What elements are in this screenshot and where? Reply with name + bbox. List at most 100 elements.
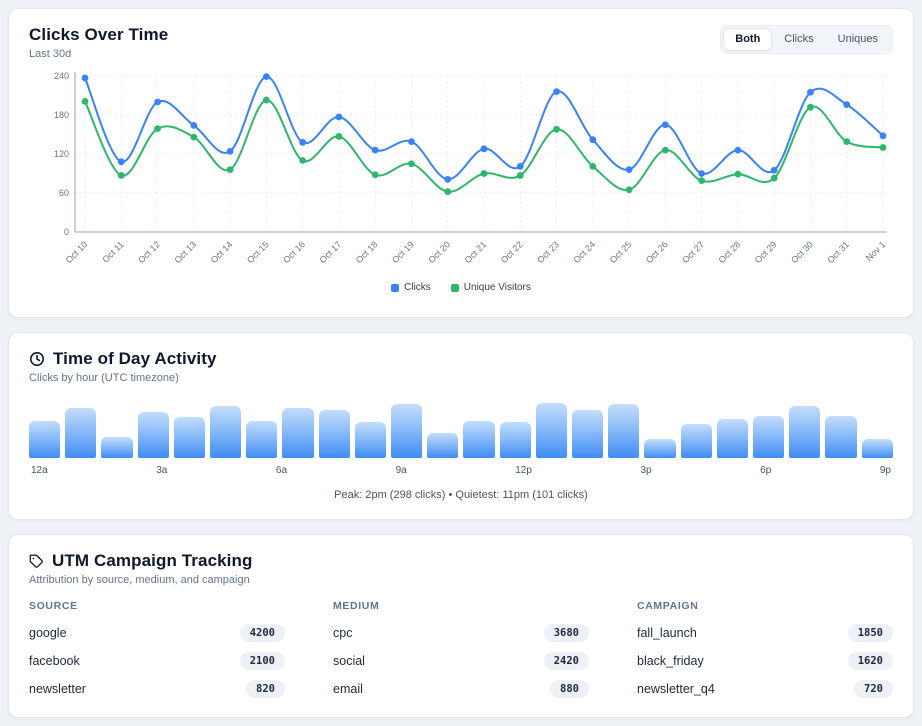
x-axis-tick: Oct 21 (463, 239, 489, 265)
utm-value-badge: 820 (246, 680, 285, 698)
x-axis-tick: Oct 24 (571, 239, 597, 265)
data-point (154, 125, 161, 133)
hour-bar-8p (753, 416, 785, 458)
data-point (843, 138, 851, 146)
data-point (734, 170, 742, 178)
x-axis-tick: Oct 30 (789, 239, 815, 265)
utm-column-source: SOURCE google 4200 facebook 2100 newsletter 82… (29, 600, 285, 703)
x-axis-tick: Oct 27 (680, 239, 706, 265)
data-point (190, 122, 198, 129)
legend-label: Unique Visitors (463, 282, 531, 293)
data-point (661, 146, 669, 154)
x-axis-tick: Oct 26 (644, 239, 670, 265)
page-title: Clicks Over Time (29, 25, 169, 44)
hour-tick-label: 9p (879, 465, 891, 476)
hour-bar-6a (246, 421, 278, 458)
data-point (661, 121, 669, 129)
date-range-label: Last 30d (29, 48, 72, 60)
utm-row-social: social 2420 (333, 647, 589, 675)
data-point (299, 138, 307, 146)
toggle-both-button[interactable]: Both (724, 29, 772, 51)
data-point (262, 96, 270, 104)
hour-tick-label: 3p (640, 465, 652, 476)
toggle-uniques-button[interactable]: Uniques (827, 29, 889, 50)
data-point (770, 174, 778, 182)
x-axis-tick: Oct 20 (426, 239, 452, 265)
hourly-bar-chart (29, 396, 893, 458)
series-toggle-group: Both Clicks Uniques (720, 25, 893, 55)
data-point (226, 148, 234, 155)
data-point (299, 157, 307, 164)
hour-bar-11p (861, 439, 893, 458)
utm-row-label: newsletter_q4 (637, 682, 715, 696)
hour-bar-4a (173, 417, 206, 458)
y-axis-tick: 60 (59, 188, 69, 198)
y-axis-tick: 0 (64, 227, 69, 237)
hour-bar-1a (65, 408, 97, 458)
data-point (879, 144, 887, 151)
utm-value-badge: 1850 (847, 624, 893, 642)
utm-card-header: UTM Campaign Tracking (29, 551, 893, 571)
utm-row-label: cpc (333, 626, 353, 640)
hour-tick-label: 6a (275, 465, 288, 476)
hour-bar-8a (318, 410, 350, 458)
hour-bar-3p (572, 410, 604, 458)
peak-quietest-note: Peak: 2pm (298 clicks) • Quietest: 11pm … (334, 489, 588, 501)
utm-row-email: email 880 (333, 675, 589, 703)
hours-card-header: Time of Day Activity (29, 349, 893, 369)
data-point (480, 145, 488, 153)
hour-bar-2p (535, 403, 568, 458)
data-point (734, 146, 742, 154)
x-axis-tick: Oct 12 (136, 239, 162, 265)
hour-bar-7a (282, 408, 314, 458)
data-point (698, 177, 706, 185)
data-point (444, 175, 452, 183)
hour-bar-2a (101, 437, 133, 458)
utm-card-subtitle: Attribution by source, medium, and campa… (29, 574, 250, 586)
data-point (553, 88, 560, 95)
data-point (408, 138, 415, 146)
utm-row-newsletter_q4: newsletter_q4 720 (637, 675, 893, 703)
hour-bar-5p (644, 439, 676, 458)
x-axis-tick: Oct 23 (535, 239, 561, 265)
data-point (81, 97, 89, 105)
data-point (117, 158, 125, 166)
series-line-unique-visitors (84, 99, 884, 193)
clicks-card-header: Clicks Over Time Last 30d Both Clicks Uniq… (29, 25, 893, 60)
hour-bar-12a (29, 421, 61, 458)
data-point (154, 98, 161, 106)
hour-tick-label: 12a (31, 465, 48, 476)
legend-item-unique-visitors: Unique Visitors (450, 282, 531, 293)
x-axis-tick: Oct 15 (245, 239, 271, 265)
utm-row-fall_launch: fall_launch 1850 (637, 619, 893, 647)
hour-tick-label: 3a (156, 465, 168, 476)
legend-item-clicks: Clicks (391, 282, 431, 293)
data-point (262, 73, 270, 81)
chart-legend: Clicks Unique Visitors (29, 282, 893, 293)
x-axis-tick: Nov 1 (864, 239, 888, 263)
x-axis-tick: Oct 13 (172, 239, 198, 265)
data-point (807, 103, 814, 111)
hour-tick-label: 12p (515, 465, 532, 476)
hour-tick-label: 6p (760, 465, 772, 476)
toggle-clicks-button[interactable]: Clicks (773, 29, 824, 50)
utm-row-facebook: facebook 2100 (29, 647, 285, 675)
utm-row-label: email (333, 682, 363, 696)
data-point (589, 136, 597, 144)
legend-swatch (391, 283, 400, 292)
data-point (879, 132, 887, 140)
x-axis-tick: Oct 14 (209, 239, 235, 265)
x-axis-tick: Oct 16 (281, 239, 307, 265)
hours-card-subtitle: Clicks by hour (UTC timezone) (29, 372, 179, 384)
hour-bar-10a (391, 404, 423, 458)
utm-row-label: facebook (29, 654, 80, 668)
utm-value-badge: 1620 (847, 652, 893, 670)
data-point (335, 133, 343, 140)
data-point (516, 162, 524, 170)
utm-column-header: MEDIUM (333, 600, 380, 612)
clicks-card-titles: Clicks Over Time Last 30d (29, 25, 168, 60)
hour-bar-7p (716, 419, 749, 458)
x-axis-tick: Oct 19 (390, 239, 416, 265)
data-point (335, 113, 343, 121)
utm-value-badge: 2100 (239, 652, 285, 670)
